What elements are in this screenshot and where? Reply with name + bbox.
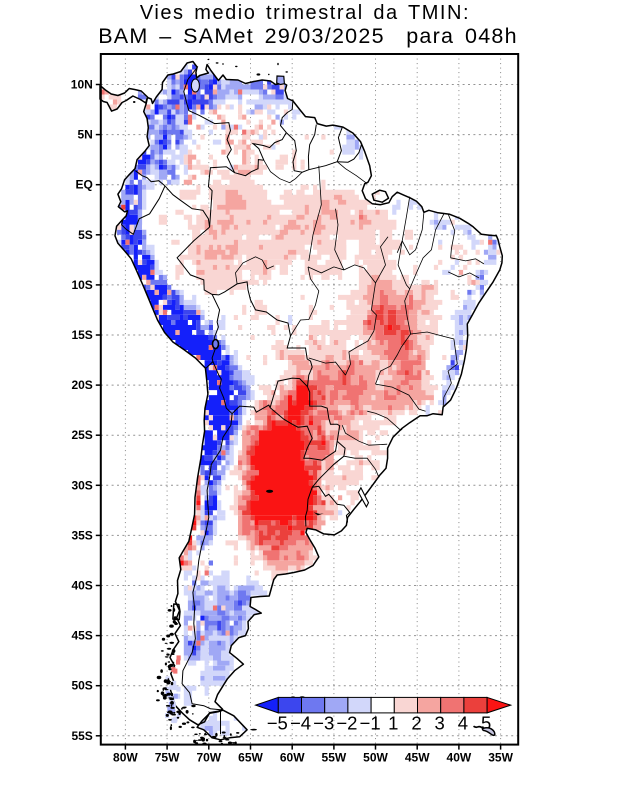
svg-text:10N: 10N: [71, 78, 93, 92]
svg-text:60W: 60W: [280, 751, 305, 765]
svg-text:−5: −5: [267, 713, 288, 734]
svg-text:−1: −1: [360, 713, 381, 734]
svg-text:1: 1: [388, 713, 398, 734]
svg-text:5N: 5N: [77, 128, 92, 142]
svg-text:EQ: EQ: [75, 178, 92, 192]
svg-text:45W: 45W: [405, 751, 430, 765]
svg-text:45S: 45S: [71, 629, 92, 643]
svg-text:Vies medio trimestral da TMIN:: Vies medio trimestral da TMIN:: [140, 2, 470, 24]
svg-text:80W: 80W: [113, 751, 138, 765]
svg-text:−2: −2: [336, 713, 357, 734]
svg-text:10S: 10S: [71, 278, 92, 292]
svg-text:75W: 75W: [155, 751, 180, 765]
svg-text:65W: 65W: [238, 751, 263, 765]
svg-text:3: 3: [435, 713, 445, 734]
svg-text:40S: 40S: [71, 579, 92, 593]
svg-text:5: 5: [481, 713, 491, 734]
svg-text:4: 4: [458, 713, 468, 734]
svg-text:50S: 50S: [71, 679, 92, 693]
svg-text:55W: 55W: [322, 751, 347, 765]
svg-text:20S: 20S: [71, 378, 92, 392]
svg-text:2: 2: [411, 713, 421, 734]
svg-text:50W: 50W: [363, 751, 388, 765]
svg-text:25S: 25S: [71, 428, 92, 442]
svg-text:35S: 35S: [71, 528, 92, 542]
svg-text:35W: 35W: [488, 751, 513, 765]
svg-text:30S: 30S: [71, 478, 92, 492]
svg-text:40W: 40W: [447, 751, 472, 765]
svg-text:−4: −4: [290, 713, 311, 734]
svg-text:55S: 55S: [71, 729, 92, 743]
svg-text:BAM – SAMet 29/03/2025 para 0: BAM – SAMet 29/03/2025 para 048h: [98, 24, 518, 48]
svg-text:−3: −3: [313, 713, 334, 734]
svg-text:15S: 15S: [71, 328, 92, 342]
svg-text:70W: 70W: [196, 751, 221, 765]
svg-text:5S: 5S: [78, 228, 93, 242]
